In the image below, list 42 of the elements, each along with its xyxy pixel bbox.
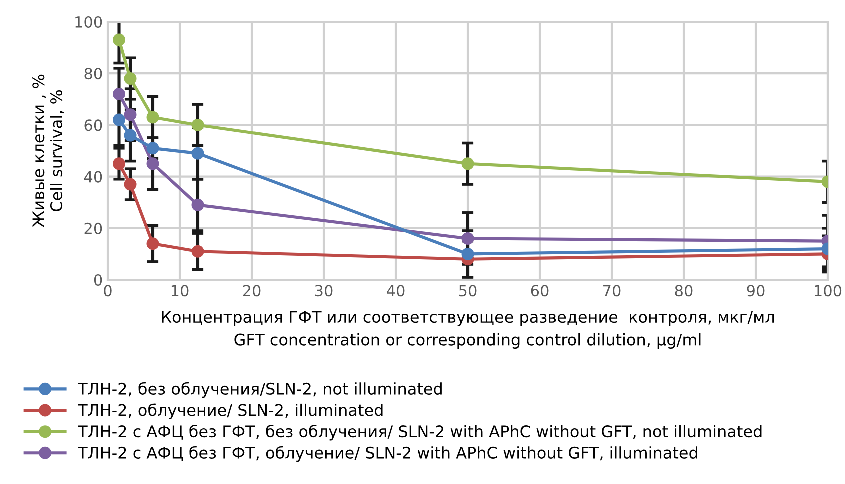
y-tick-label: 20 [84,222,102,234]
y-tick-label: 80 [84,68,102,80]
x-tick-label: 80 [675,285,693,297]
point [192,147,204,160]
x-tick-label: 30 [315,285,333,297]
legend-label: ТЛН-2 с АФЦ без ГФТ, облучение/ SLN-2 with APhC without GFT, illuminated [78,446,698,462]
point [462,248,474,260]
point [124,72,137,86]
point [124,108,137,122]
x-tick-label: 100 [815,285,842,297]
y-tick-label: 60 [84,120,102,132]
point [124,129,137,142]
y-axis-title: Живые клетки , % Cell survival, % [32,74,64,228]
legend-label: ТЛН-2, облучение/ SLN-2, illuminated [78,404,383,420]
x-axis-title: Концентрация ГФТ или соответствующее разведение контроля, мкг/мл GFT concentration or corresponding control dilution, µg/ml [162,311,774,349]
point [146,111,160,124]
point [192,198,204,212]
point [113,88,126,100]
point [192,118,204,132]
x-tick-label: 40 [387,285,405,297]
point [113,158,126,170]
x-tick-label: 10 [172,285,189,297]
point [146,158,160,170]
point [146,142,160,155]
x-tick-label: 0 [104,285,112,297]
x-tick-label: 70 [604,285,621,297]
point [146,238,160,250]
point [113,34,126,46]
x-tick-label: 60 [531,285,549,297]
x-tick-label: 20 [243,285,261,297]
y-tick-label: 0 [94,274,102,286]
x-tick-label: 50 [459,285,477,297]
point [192,245,204,258]
point [462,158,474,170]
point [124,178,137,191]
y-tick-label: 40 [84,171,102,183]
x-tick-label: 90 [747,285,765,297]
point [113,114,126,126]
y-tick-label: 100 [76,16,102,28]
legend-label: ТЛН-2, без облучения/SLN-2, not illuminated [78,382,442,398]
point [462,232,474,245]
legend-label: ТЛН-2 с АФЦ без ГФТ, без облучения/ SLN-2 with APhC without GFT, not illuminated [78,425,762,441]
